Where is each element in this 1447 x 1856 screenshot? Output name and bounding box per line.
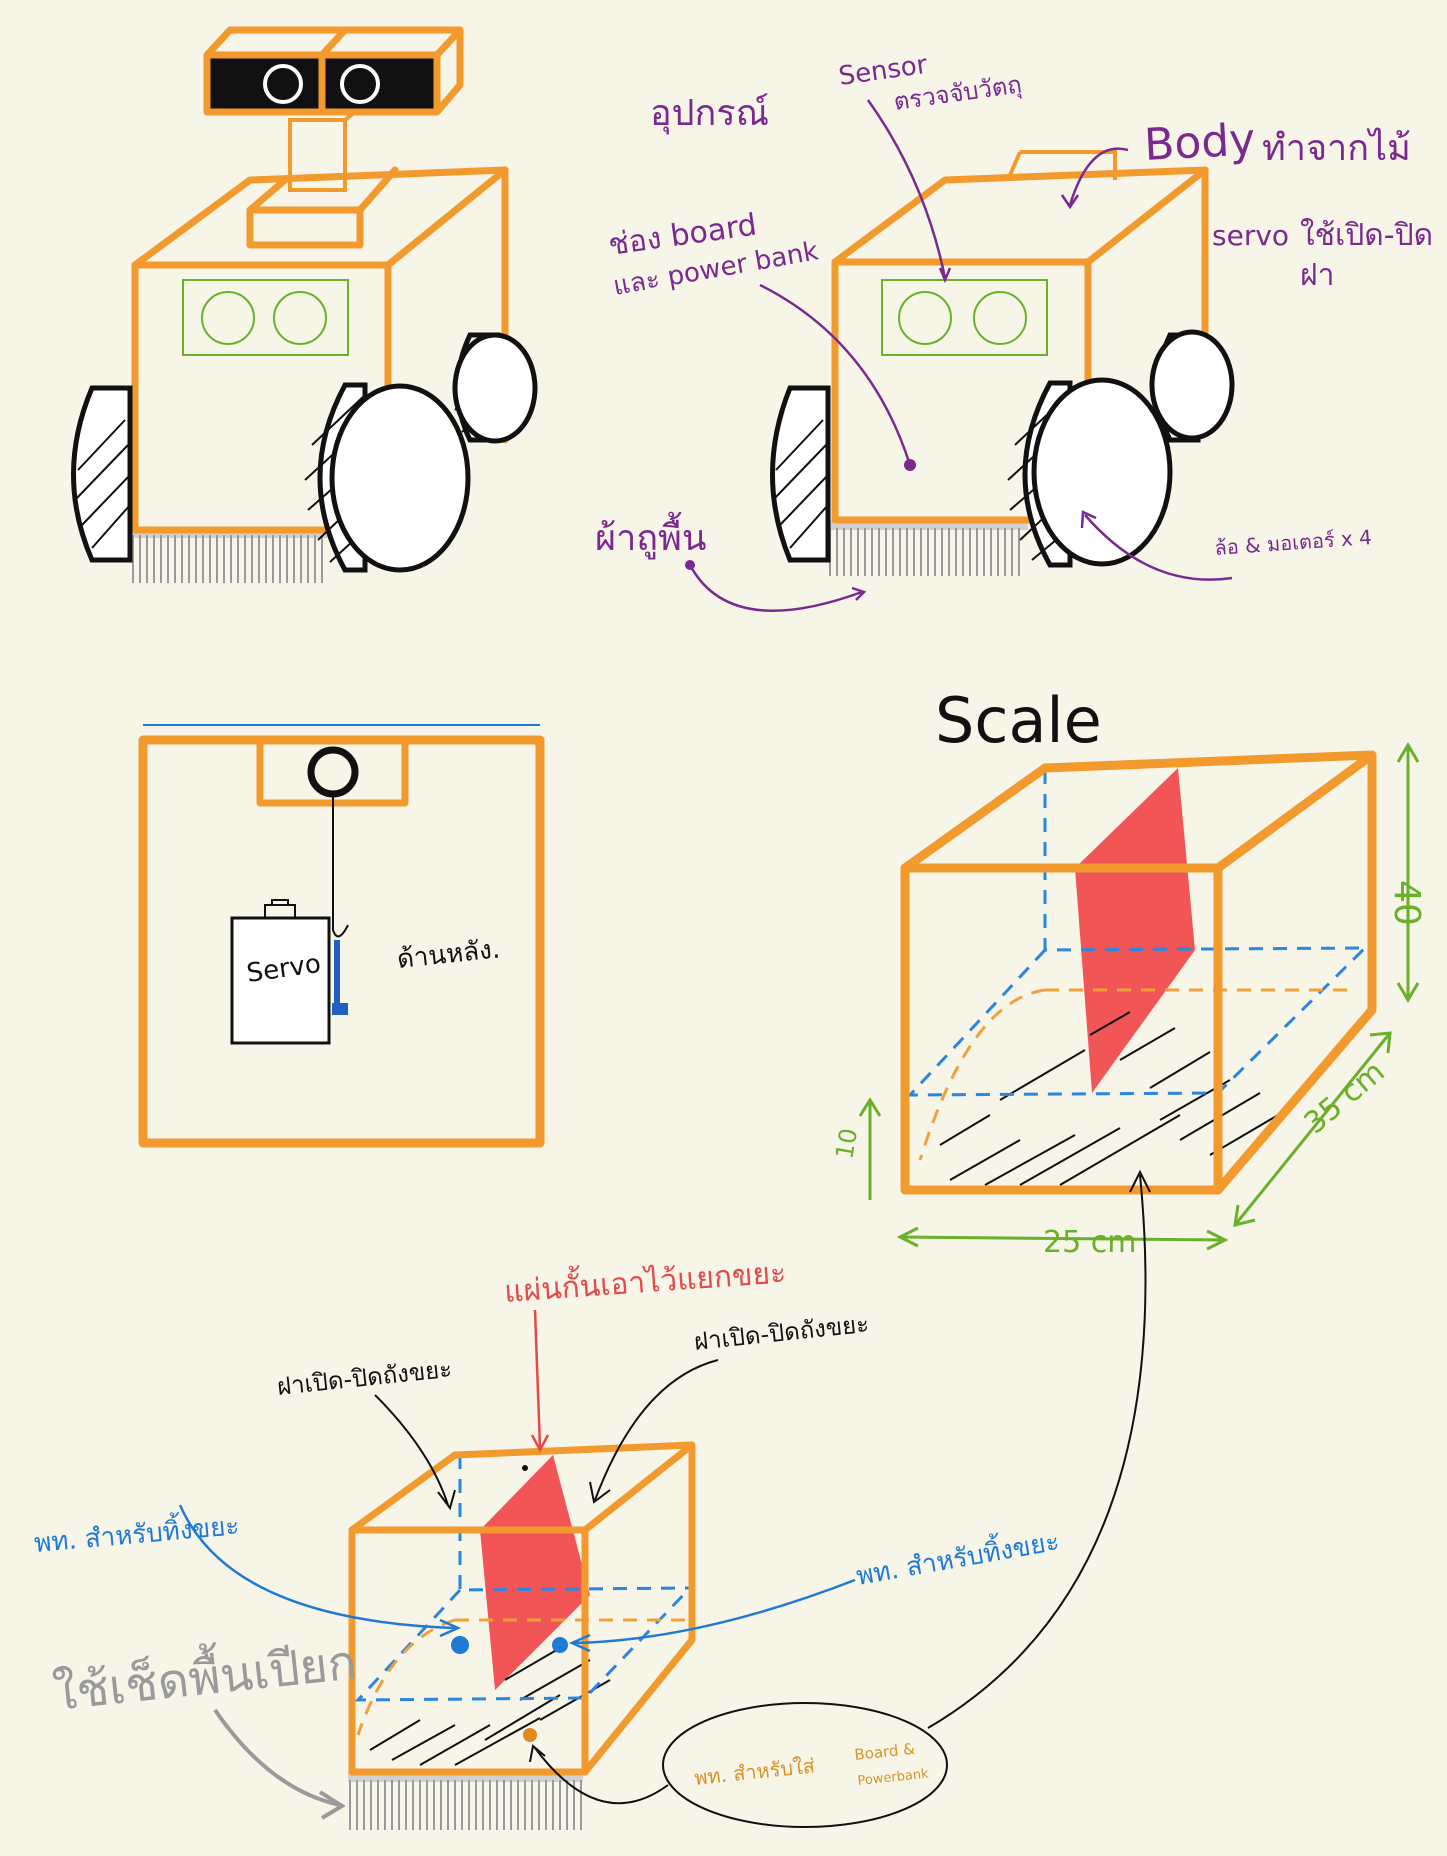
- box-divider: [480, 1455, 590, 1690]
- box-mop: [348, 1772, 583, 1830]
- trash-box: [348, 1441, 696, 1830]
- label-board-area-2: Board &: [854, 1740, 916, 1764]
- label-trash-left: พท. สำหรับทิ้งขยะ: [33, 1506, 241, 1559]
- label-board-area: พท. สำหรับใส่: [693, 1753, 816, 1790]
- label-body-desc: ทำจากไม้: [1262, 127, 1411, 169]
- robot-annotated-view: [685, 99, 1235, 612]
- label-trash-right: พท. สำหรับทิ้งขยะ: [853, 1522, 1062, 1592]
- label-servo-desc-1: ใช้เปิด-ปิด: [1300, 218, 1433, 253]
- label-divider: แผ่นกั้นเอาไว้แยกขยะ: [503, 1250, 788, 1310]
- label-servo-desc-2: ฝา: [1300, 258, 1334, 293]
- scale-title: Scale: [935, 684, 1102, 757]
- dim-depth: 35 cm: [1298, 1054, 1392, 1141]
- robot1-front-wheel: [304, 382, 471, 573]
- label-mop: ผ้าถูพื้น: [595, 511, 706, 560]
- robot2-mop: [828, 520, 1028, 576]
- robot1-mop: [130, 528, 330, 583]
- label-lid-right: ฝาเปิด-ปิดถังขยะ: [693, 1310, 871, 1356]
- board-area-callout: [662, 1702, 948, 1828]
- label-lid-left: ฝาเปิด-ปิดถังขยะ: [276, 1355, 454, 1401]
- label-wheels: ล้อ & มอเตอร์ x 4: [1214, 525, 1373, 560]
- dim-height: 40: [1386, 880, 1427, 926]
- label-back-side: ด้านหลัง.: [396, 934, 502, 975]
- scale-divider: [1075, 768, 1195, 1093]
- robot1-left-wheel: [71, 385, 133, 563]
- dim-width: 25 cm: [1043, 1225, 1136, 1260]
- label-body: Body: [1143, 114, 1257, 171]
- robot2-left-wheel: [770, 385, 831, 563]
- robot-front-view: [71, 26, 538, 583]
- scale-box: [858, 742, 1420, 1251]
- label-board-area-3: Powerbank: [857, 1767, 930, 1789]
- robot-back-view: [138, 724, 545, 1148]
- label-equipment: อุปกรณ์: [650, 93, 769, 135]
- robot2-back-wheel: [1149, 329, 1235, 443]
- robot1-back-wheel: [452, 332, 538, 444]
- label-servo: servo: [1212, 219, 1289, 252]
- label-wet-cloth: ใช้เช็ดพื้นเปียก: [50, 1627, 360, 1722]
- dim-small: 10: [830, 1126, 863, 1161]
- robot2-front-wheel: [1007, 377, 1173, 568]
